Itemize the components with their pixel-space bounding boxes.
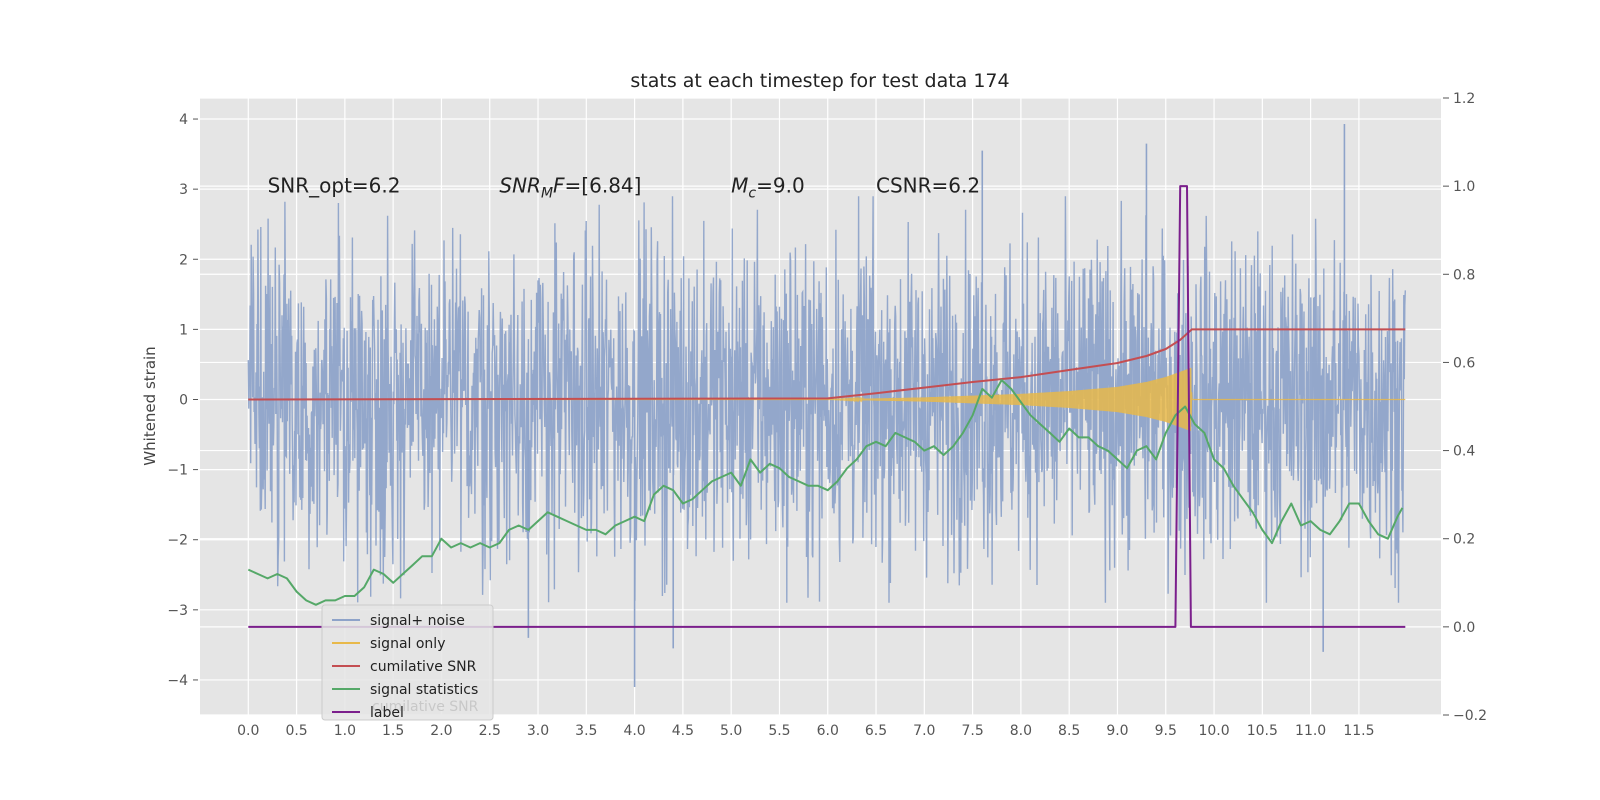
y-axis-label: Whitened strain [141, 346, 159, 465]
x-tick-label: 10.5 [1247, 723, 1278, 739]
axis-ticks: 0.0 0.5 1.0 1.5 2.0 2.5 3.0 3.5 4.0 4.5 5.0 5.5 6.0 6… [167, 91, 1487, 739]
signal-noise-line [247, 196, 1406, 603]
series-signal-noise [247, 123, 1406, 687]
x-tick-label: 7.0 [913, 723, 935, 739]
cumilative-snr-line [248, 328, 1406, 401]
x-tick-label: 5.5 [768, 723, 790, 739]
y2-tick-label: 0.4 [1453, 444, 1475, 460]
y-tick-label: 3 [179, 182, 188, 198]
annotation-csnr: CSNR=6.2 [876, 174, 980, 198]
x-tick-label: 3.0 [527, 723, 549, 739]
y-tick-label: 2 [179, 252, 188, 268]
legend: cumilative SNR signal+ noise signal only cu… [321, 604, 494, 721]
x-tick-label: 9.0 [1106, 723, 1128, 739]
y2-tick-label: 1.0 [1453, 179, 1475, 195]
annotation-snr-opt: SNR_opt=6.2 [268, 174, 401, 198]
y2-tick-label: 0.2 [1453, 532, 1475, 548]
y-tick-label: 1 [179, 322, 188, 338]
x-tick-label: 8.5 [1058, 723, 1080, 739]
y-tick-label: −1 [167, 463, 188, 479]
annotation-snr-mf: SNRMF=[6.84] [499, 174, 641, 202]
y-tick-label: 0 [179, 392, 188, 408]
y-tick-label: −3 [167, 603, 188, 619]
x-tick-label: 3.5 [575, 723, 597, 739]
x-tick-label: 4.0 [623, 723, 645, 739]
y2-tick-label: 1.2 [1453, 91, 1475, 107]
x-tick-label: 6.5 [865, 723, 887, 739]
y2-tick-label: 0.6 [1453, 355, 1475, 371]
x-tick-label: 7.5 [961, 723, 983, 739]
y-tick-label: −4 [167, 673, 188, 689]
legend-box [321, 604, 494, 721]
x-tick-label: 0.5 [285, 723, 307, 739]
x-tick-label: 1.5 [382, 723, 404, 739]
x-tick-label: 0.0 [237, 723, 259, 739]
y-tick-label: −2 [167, 533, 188, 549]
label-line [248, 185, 1406, 628]
chart-title: stats at each timestep for test data 174 [630, 70, 1009, 92]
y2-tick-label: −0.2 [1453, 708, 1487, 724]
y2-tick-label: 0.8 [1453, 267, 1475, 283]
y-tick-label: 4 [179, 112, 188, 128]
legend-label: cumilative SNR [370, 659, 477, 675]
x-tick-label: 4.5 [672, 723, 694, 739]
x-tick-label: 1.0 [334, 723, 356, 739]
series-lines [247, 185, 1406, 628]
annotations: SNR_opt=6.2 SNRMF=[6.84] Mc=9.0 CSNR=6.2 [268, 174, 981, 202]
x-tick-label: 2.0 [430, 723, 452, 739]
legend-label: label [370, 705, 404, 721]
signal-statistics-line [247, 379, 1404, 606]
annotation-mc: Mc=9.0 [731, 174, 805, 202]
legend-label: signal+ noise [370, 613, 465, 629]
x-tick-label: 11.5 [1343, 723, 1374, 739]
legend-label: signal statistics [370, 682, 478, 698]
x-tick-label: 8.0 [1010, 723, 1032, 739]
legend-ghost-text: cumilative SNR [372, 699, 479, 715]
x-tick-label: 11.0 [1295, 723, 1326, 739]
x-tick-label: 2.5 [479, 723, 501, 739]
x-tick-label: 9.5 [1155, 723, 1177, 739]
y2-tick-label: 0.0 [1453, 620, 1475, 636]
x-tick-label: 10.0 [1198, 723, 1229, 739]
legend-label: signal only [370, 636, 445, 652]
x-tick-label: 6.0 [817, 723, 839, 739]
x-tick-label: 5.0 [720, 723, 742, 739]
